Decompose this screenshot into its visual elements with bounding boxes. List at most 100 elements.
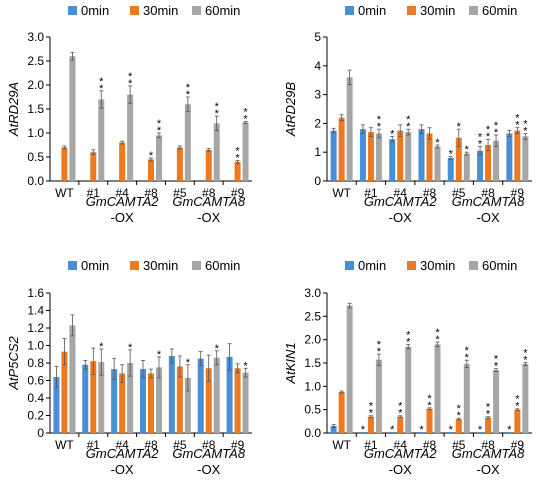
significance-mark: * [457, 403, 462, 415]
bar-60min-#1 [98, 99, 105, 181]
x-tick-label: #4 [394, 186, 408, 200]
x-tick-label: #1 [87, 186, 101, 200]
bar-60min-#8 [493, 370, 500, 433]
group-label-suffix: -OX [111, 210, 134, 225]
significance-mark: * [243, 360, 248, 372]
x-tick-label: WT [332, 438, 351, 452]
chart-panel-1: 0min 30min 60min 0.0 0.5 1.0 1.5 2.0 2.5 3.0 AtRD2… [6, 3, 252, 225]
legend-label-0min: 0min [358, 258, 386, 273]
bar-30min-#1 [367, 132, 374, 181]
legend-label-60min: 60min [482, 3, 517, 18]
significance-mark: * [406, 329, 411, 341]
x-tick-label: #4 [115, 438, 129, 452]
y-tick-label: 3.0 [27, 30, 44, 44]
bar-60min-#1 [375, 359, 382, 433]
legend-label-30min: 30min [420, 3, 455, 18]
chart-panel-4: 0min 30min 60min 0.0 0.5 1.0 1.5 2.0 2.5 3.0 AtKIN… [283, 258, 532, 477]
group-label-name: GmCAMTA2 [86, 194, 159, 209]
legend-label-30min: 30min [143, 3, 178, 18]
significance-mark: * [494, 354, 499, 366]
bar-0min-WT [330, 130, 337, 181]
bar-60min-#5 [184, 377, 191, 433]
significance-mark: * [465, 352, 470, 364]
group-label-name: GmCAMTA8 [452, 194, 525, 209]
x-tick-label: #1 [364, 438, 378, 452]
bar-0min-#8 [418, 432, 425, 433]
bar-0min-#5 [447, 157, 454, 181]
bar-60min-#8 [493, 140, 500, 181]
legend-swatch-0min [68, 6, 77, 15]
bar-60min-WT [346, 77, 353, 181]
x-tick-label: #8 [423, 438, 437, 452]
bar-60min-#5 [463, 153, 470, 181]
legend-label-30min: 30min [143, 258, 178, 273]
significance-mark: * [486, 131, 491, 143]
y-tick-label: 3.0 [304, 286, 321, 300]
x-tick-label: #8 [481, 438, 495, 452]
significance-mark: * [369, 401, 374, 413]
legend-swatch-30min [130, 6, 139, 15]
significance-mark: * [486, 409, 491, 421]
bar-30min-WT [338, 391, 345, 433]
y-tick-label: 2.5 [304, 309, 321, 323]
significance-mark: * [494, 361, 499, 373]
y-tick-label: 2.5 [27, 54, 44, 68]
legend-swatch-0min [345, 261, 354, 270]
bar-0min-#1 [82, 364, 89, 433]
legend-swatch-60min [469, 261, 478, 270]
legend-swatch-30min [407, 261, 416, 270]
group-label-suffix: -OX [477, 210, 500, 225]
bar-60min-#8 [156, 135, 162, 181]
group-label-name: GmCAMTA8 [172, 446, 245, 461]
x-tick-label: #8 [202, 438, 216, 452]
group-label-name: GmCAMTA2 [364, 194, 437, 209]
x-tick-label: #5 [452, 438, 466, 452]
bar-30min-#9 [234, 368, 241, 433]
significance-mark: * [515, 401, 520, 413]
y-axis-label: AtRD29B [283, 82, 298, 138]
significance-mark: * [398, 408, 403, 420]
y-axis-label: AtKIN1 [283, 342, 298, 384]
x-tick-label: WT [55, 186, 74, 200]
bar-30min-#5 [455, 419, 462, 433]
significance-mark: * [398, 401, 403, 413]
chart-panel-3: 0min 30min 60min 0 0.2 0.4 0.6 0.8 1.0 1.2 1.4 1.6 A… [6, 258, 252, 477]
x-tick-label: WT [332, 186, 351, 200]
group-label-suffix: -OX [197, 462, 220, 477]
bar-30min-#1 [90, 152, 97, 181]
y-tick-label: 0.6 [27, 374, 44, 388]
x-tick-label: #1 [87, 438, 101, 452]
y-tick-label: 1.4 [27, 304, 44, 318]
x-tick-label: #8 [144, 186, 158, 200]
bar-30min-WT [338, 117, 345, 181]
significance-mark: * [515, 394, 520, 406]
legend-label-30min: 30min [420, 258, 455, 273]
bar-60min-WT [69, 325, 76, 433]
bar-60min-#9 [522, 136, 529, 181]
y-tick-label: 0 [37, 426, 44, 440]
legend-label-60min: 60min [482, 258, 517, 273]
bar-30min-#5 [455, 137, 462, 181]
bar-60min-WT [69, 56, 76, 182]
bar-60min-WT [346, 305, 353, 433]
significance-mark: * [157, 118, 162, 130]
significance-mark: * [523, 125, 528, 137]
significance-mark: * [377, 114, 382, 126]
bar-0min-#5 [447, 432, 454, 433]
significance-mark: * [486, 124, 491, 136]
bar-0min-#8 [197, 358, 204, 433]
y-tick-label: 2.0 [304, 333, 321, 347]
significance-mark: * [99, 341, 104, 353]
bar-30min-#8 [205, 149, 212, 181]
significance-mark: * [215, 108, 220, 120]
bar-30min-#4 [119, 373, 126, 433]
bar-30min-WT [61, 147, 68, 181]
group-label-suffix: -OX [389, 462, 412, 477]
legend-label-0min: 0min [81, 258, 109, 273]
significance-mark: * [369, 408, 374, 420]
y-axis-label: AtP5CS2 [6, 335, 21, 390]
legend-swatch-60min [469, 6, 478, 15]
